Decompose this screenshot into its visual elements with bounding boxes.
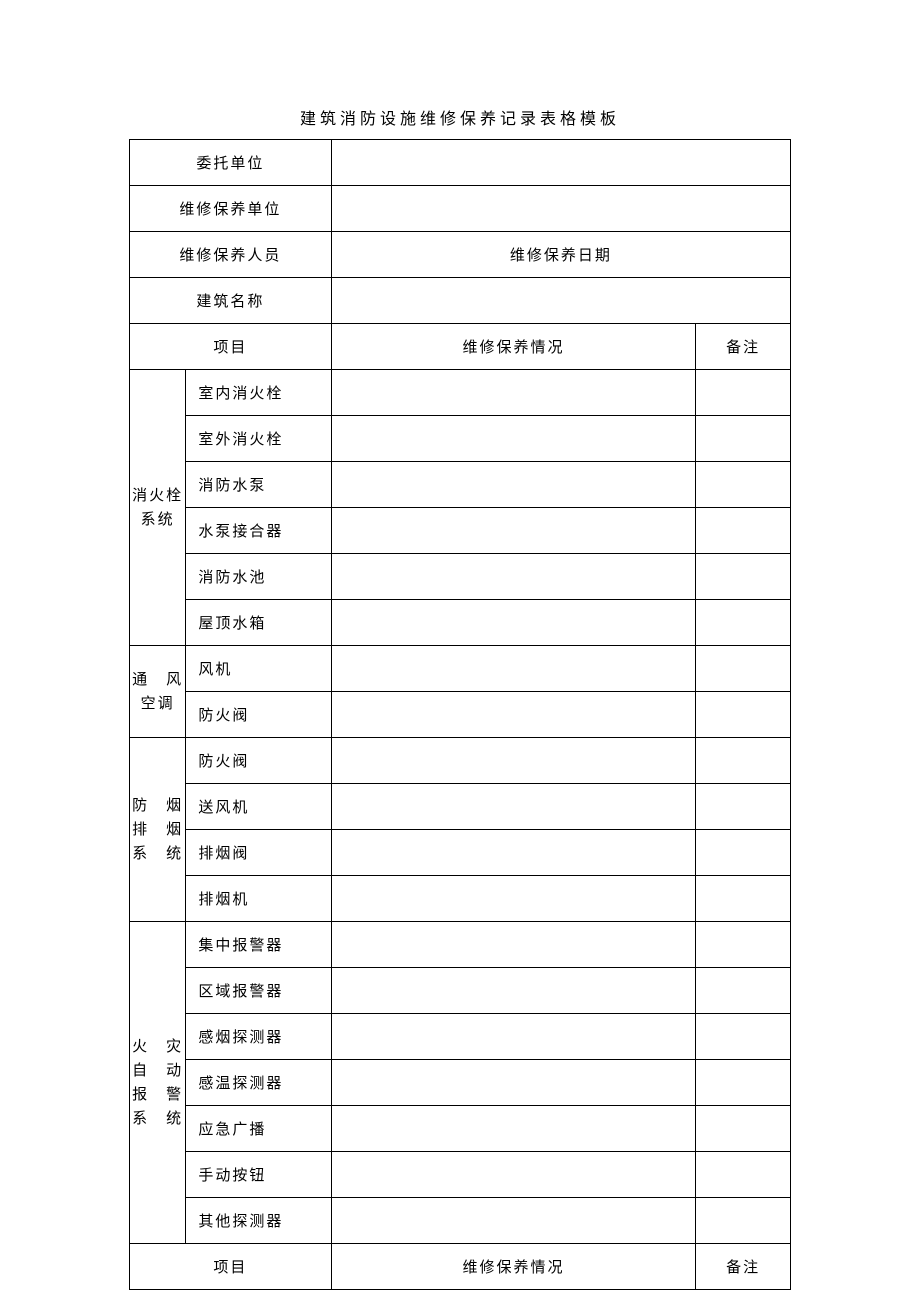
remark-cell (696, 370, 791, 416)
status-cell (331, 1198, 695, 1244)
status-cell (331, 784, 695, 830)
category-label: 防 烟排 烟系 统 (130, 738, 186, 922)
maintenance-table: 委托单位 维修保养单位 维修保养人员 维修保养日期 建筑名称 项目 维修保养情况… (129, 139, 791, 1290)
remark-cell (696, 692, 791, 738)
status-cell (331, 1014, 695, 1060)
status-cell (331, 1060, 695, 1106)
category-label: 消火栓系统 (130, 370, 186, 646)
section-remark-label-2: 备注 (696, 1244, 791, 1290)
remark-cell (696, 554, 791, 600)
item-label: 感烟探测器 (186, 1014, 331, 1060)
status-cell (331, 830, 695, 876)
maint-unit-label: 维修保养单位 (130, 186, 332, 232)
status-cell (331, 968, 695, 1014)
item-label: 室外消火栓 (186, 416, 331, 462)
item-label: 屋顶水箱 (186, 600, 331, 646)
item-label: 集中报警器 (186, 922, 331, 968)
remark-cell (696, 1198, 791, 1244)
item-label: 感温探测器 (186, 1060, 331, 1106)
remark-cell (696, 738, 791, 784)
status-cell (331, 922, 695, 968)
category-label: 火 灾自 动报 警系 统 (130, 922, 186, 1244)
status-cell (331, 646, 695, 692)
remark-cell (696, 784, 791, 830)
remark-cell (696, 1060, 791, 1106)
status-cell (331, 692, 695, 738)
status-cell (331, 416, 695, 462)
section-item-label-2: 项目 (130, 1244, 332, 1290)
remark-cell (696, 922, 791, 968)
maint-date-label: 维修保养日期 (331, 232, 790, 278)
remark-cell (696, 416, 791, 462)
remark-cell (696, 600, 791, 646)
item-label: 手动按钮 (186, 1152, 331, 1198)
category-label: 通 风空调 (130, 646, 186, 738)
client-unit-label: 委托单位 (130, 140, 332, 186)
building-name-value (331, 278, 790, 324)
remark-cell (696, 508, 791, 554)
remark-cell (696, 968, 791, 1014)
status-cell (331, 554, 695, 600)
maint-unit-value (331, 186, 790, 232)
remark-cell (696, 462, 791, 508)
status-cell (331, 1106, 695, 1152)
section-item-label: 项目 (130, 324, 332, 370)
item-label: 水泵接合器 (186, 508, 331, 554)
remark-cell (696, 1014, 791, 1060)
section-remark-label: 备注 (696, 324, 791, 370)
remark-cell (696, 646, 791, 692)
item-label: 送风机 (186, 784, 331, 830)
item-label: 消防水池 (186, 554, 331, 600)
item-label: 消防水泵 (186, 462, 331, 508)
section-status-label-2: 维修保养情况 (331, 1244, 695, 1290)
item-label: 排烟阀 (186, 830, 331, 876)
item-label: 防火阀 (186, 738, 331, 784)
remark-cell (696, 830, 791, 876)
remark-cell (696, 876, 791, 922)
page-title: 建筑消防设施维修保养记录表格模板 (0, 105, 920, 129)
status-cell (331, 738, 695, 784)
item-label: 排烟机 (186, 876, 331, 922)
section-status-label: 维修保养情况 (331, 324, 695, 370)
status-cell (331, 508, 695, 554)
building-name-label: 建筑名称 (130, 278, 332, 324)
status-cell (331, 370, 695, 416)
maint-person-label: 维修保养人员 (130, 232, 332, 278)
item-label: 防火阀 (186, 692, 331, 738)
item-label: 室内消火栓 (186, 370, 331, 416)
remark-cell (696, 1106, 791, 1152)
item-label: 其他探测器 (186, 1198, 331, 1244)
remark-cell (696, 1152, 791, 1198)
item-label: 应急广播 (186, 1106, 331, 1152)
status-cell (331, 462, 695, 508)
status-cell (331, 876, 695, 922)
status-cell (331, 600, 695, 646)
item-label: 区域报警器 (186, 968, 331, 1014)
status-cell (331, 1152, 695, 1198)
item-label: 风机 (186, 646, 331, 692)
client-unit-value (331, 140, 790, 186)
